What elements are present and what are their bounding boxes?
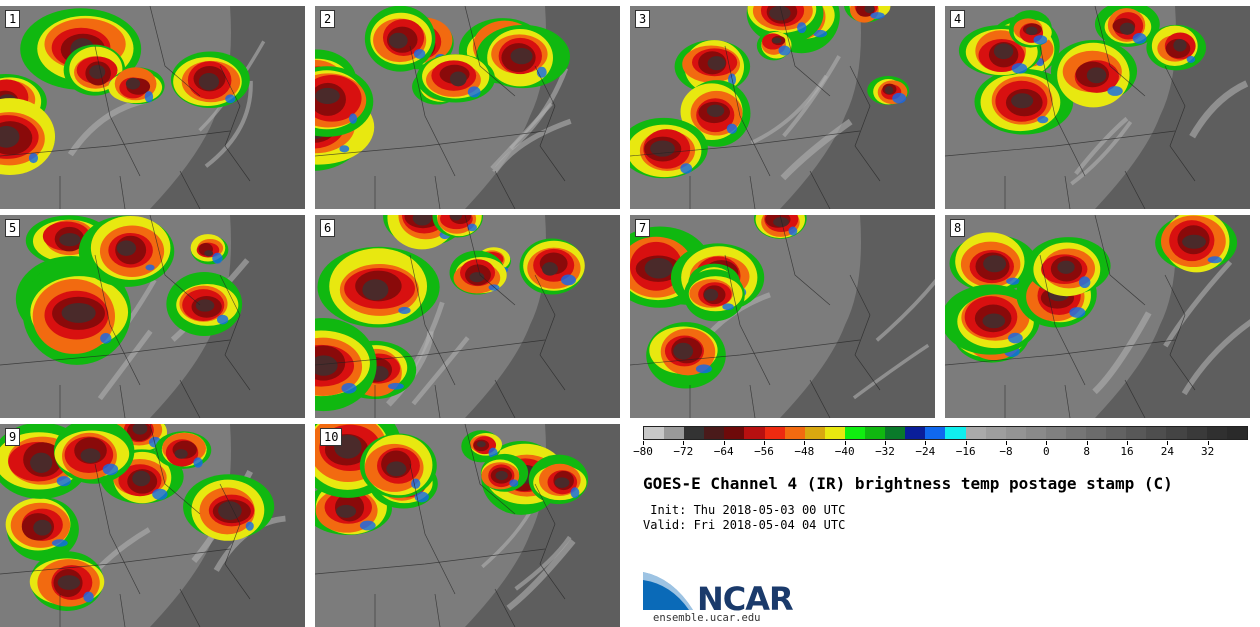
- colorbar-tick-label: 8: [1083, 445, 1090, 458]
- colorbar-tick-label: −56: [754, 445, 774, 458]
- colorbar-segment: [784, 427, 805, 439]
- panel-number: 9: [5, 428, 21, 446]
- panel-number: 3: [635, 10, 651, 28]
- colorbar-tick-mark: [1207, 441, 1209, 445]
- colorbar-tick-label: 0: [1043, 445, 1050, 458]
- colorbar-segment: [1005, 427, 1026, 439]
- ensemble-member-panel-1[interactable]: 1: [0, 6, 305, 209]
- colorbar-segment: [1166, 427, 1187, 439]
- colorbar-tick-mark: [885, 441, 886, 445]
- colorbar-segment: [885, 427, 906, 439]
- panel-number: 10: [320, 428, 343, 446]
- colorbar-tick-label: −32: [875, 445, 895, 458]
- colorbar-tick-mark: [643, 441, 644, 445]
- colorbar-segment: [925, 427, 946, 439]
- ensemble-member-panel-5[interactable]: 5: [0, 215, 305, 418]
- colorbar-tick-label: −72: [673, 445, 694, 458]
- temperature-colorbar: [643, 426, 1248, 440]
- colorbar-segment: [965, 427, 986, 439]
- colorbar-tick-label: 32: [1201, 445, 1215, 458]
- ensemble-member-panel-10[interactable]: 10: [315, 424, 620, 627]
- colorbar-segment: [945, 427, 966, 439]
- colorbar-segment: [664, 427, 685, 439]
- ensemble-member-panel-7[interactable]: 7: [630, 215, 935, 418]
- satellite-ir-map: [0, 215, 305, 418]
- colorbar-segment: [985, 427, 1006, 439]
- colorbar-tick-label: −80: [633, 445, 653, 458]
- colorbar-segment: [1206, 427, 1227, 439]
- colorbar-tick-mark: [723, 441, 725, 445]
- colorbar-tick-label: −40: [834, 445, 855, 458]
- satellite-ir-map: [315, 215, 620, 418]
- colorbar-tick-label: 16: [1120, 445, 1134, 458]
- ensemble-member-panel-4[interactable]: 4: [945, 6, 1250, 209]
- colorbar-tick-mark: [764, 441, 765, 445]
- colorbar-segment: [744, 427, 765, 439]
- ensemble-member-panel-6[interactable]: 6: [315, 215, 620, 418]
- valid-time: Valid: Fri 2018-05-04 04 UTC: [643, 518, 846, 532]
- panel-number: 1: [5, 10, 21, 28]
- colorbar-segment: [804, 427, 825, 439]
- colorbar-segment: [724, 427, 745, 439]
- ensemble-member-panel-3[interactable]: 3: [630, 6, 935, 209]
- satellite-ir-map: [630, 6, 935, 209]
- satellite-ir-map: [315, 6, 620, 209]
- colorbar-segment: [1086, 427, 1107, 439]
- colorbar-tick-mark: [1046, 441, 1048, 445]
- colorbar-tick-mark: [1167, 441, 1169, 445]
- colorbar-segment: [1045, 427, 1066, 439]
- colorbar-segment: [704, 427, 725, 439]
- ensemble-member-panel-2[interactable]: 2: [315, 6, 620, 209]
- ensemble-member-panel-9[interactable]: 9: [0, 424, 305, 627]
- satellite-ir-map: [0, 424, 305, 627]
- ncar-logo-text: NCAR: [697, 580, 794, 618]
- ensemble-member-panel-8[interactable]: 8: [945, 215, 1250, 418]
- colorbar-tick-mark: [1127, 441, 1128, 445]
- colorbar-segment: [644, 427, 665, 439]
- satellite-ir-map: [945, 215, 1250, 418]
- satellite-ir-map: [315, 424, 620, 627]
- panel-number: 5: [5, 219, 21, 237]
- colorbar-segment: [1146, 427, 1167, 439]
- colorbar-tick-label: −48: [794, 445, 815, 458]
- product-title: GOES-E Channel 4 (IR) brightness temp po…: [643, 474, 1173, 493]
- satellite-ir-map: [630, 215, 935, 418]
- colorbar-tick-labels: −80 −72 −64 −56 −48 −40 −32 −24 −16 −8 0 8 16 24 32: [633, 441, 1248, 461]
- colorbar-segment: [865, 427, 886, 439]
- colorbar-segment: [905, 427, 926, 439]
- colorbar-tick-mark: [965, 441, 967, 445]
- colorbar-tick-mark: [1086, 441, 1088, 445]
- colorbar-tick-mark: [925, 441, 927, 445]
- colorbar-tick-mark: [683, 441, 685, 445]
- colorbar-segment: [1226, 427, 1247, 439]
- init-time: Init: Thu 2018-05-03 00 UTC: [643, 503, 846, 517]
- colorbar-tick-label: −16: [955, 445, 976, 458]
- colorbar-tick-label: 24: [1160, 445, 1174, 458]
- colorbar-segment: [1025, 427, 1046, 439]
- colorbar-segment: [764, 427, 785, 439]
- panel-number: 8: [950, 219, 966, 237]
- colorbar-tick-mark: [844, 441, 846, 445]
- colorbar-segment: [824, 427, 845, 439]
- colorbar-segment: [1106, 427, 1127, 439]
- colorbar-tick-mark: [804, 441, 806, 445]
- colorbar-segment: [684, 427, 705, 439]
- panel-number: 6: [320, 219, 336, 237]
- colorbar-segment: [844, 427, 866, 439]
- ncar-logo-icon: [643, 572, 693, 610]
- colorbar-tick-label: −64: [713, 445, 734, 458]
- panel-number: 4: [950, 10, 966, 28]
- colorbar-tick-label: −24: [915, 445, 936, 458]
- colorbar-tick-label: −8: [999, 445, 1013, 458]
- website-url[interactable]: ensemble.ucar.edu: [653, 612, 761, 624]
- colorbar-segment: [1065, 427, 1087, 439]
- colorbar-tick-mark: [1006, 441, 1007, 445]
- panel-number: 2: [320, 10, 336, 28]
- colorbar-segment: [1126, 427, 1147, 439]
- colorbar-segment: [1186, 427, 1207, 439]
- satellite-ir-map: [0, 6, 305, 209]
- satellite-ir-map: [945, 6, 1250, 209]
- panel-number: 7: [635, 219, 651, 237]
